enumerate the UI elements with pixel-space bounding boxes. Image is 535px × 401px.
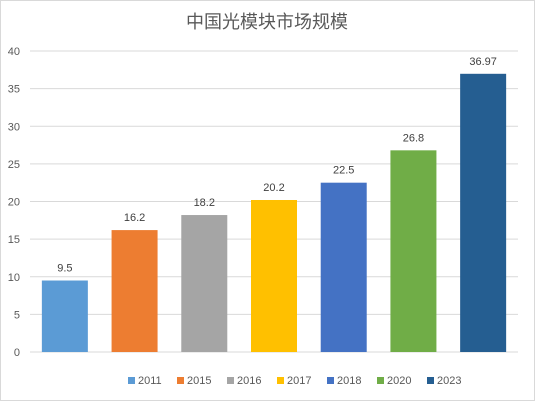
legend-item-2018: 2018 [327, 375, 361, 387]
legend-swatch [277, 377, 284, 384]
y-tick-label: 40 [8, 46, 20, 58]
legend-label: 2011 [138, 375, 162, 387]
y-tick-label: 30 [8, 121, 20, 133]
data-label: 9.5 [57, 263, 72, 275]
legend-item-2011: 2011 [128, 375, 162, 387]
y-axis: 0 5 10 15 20 25 30 35 40 [8, 46, 20, 359]
legend: 2011 2015 2016 2017 2018 2020 2023 [128, 375, 461, 387]
legend-label: 2017 [287, 375, 311, 387]
legend-item-2020: 2020 [377, 375, 411, 387]
data-label: 20.2 [263, 182, 284, 194]
gridlines [30, 50, 518, 353]
legend-swatch [327, 377, 334, 384]
legend-swatch [128, 377, 135, 384]
legend-item-2023: 2023 [427, 375, 461, 387]
legend-label: 2015 [187, 375, 211, 387]
legend-swatch [427, 377, 434, 384]
legend-item-2015: 2015 [177, 375, 211, 387]
data-label: 22.5 [333, 165, 354, 177]
data-label: 26.8 [403, 132, 424, 144]
legend-swatch [377, 377, 384, 384]
legend-swatch [227, 377, 234, 384]
y-tick-label: 15 [8, 234, 20, 246]
legend-label: 2018 [337, 375, 361, 387]
bar-2015 [111, 230, 158, 352]
y-tick-label: 10 [8, 272, 20, 284]
legend-label: 2016 [237, 375, 261, 387]
bar-2018 [320, 182, 367, 352]
legend-label: 2023 [437, 375, 461, 387]
y-tick-label: 0 [14, 347, 20, 359]
bar-2011 [41, 280, 88, 352]
y-tick-label: 25 [8, 159, 20, 171]
bar-2020 [390, 150, 437, 352]
legend-item-2016: 2016 [227, 375, 261, 387]
bar-2023 [460, 73, 507, 352]
legend-label: 2020 [387, 375, 411, 387]
data-label: 18.2 [194, 197, 215, 209]
legend-swatch [177, 377, 184, 384]
bars [41, 73, 507, 352]
bar-2017 [251, 199, 297, 352]
y-tick-label: 5 [14, 309, 20, 321]
data-labels: 9.5 16.2 18.2 20.2 22.5 26.8 36.97 [57, 56, 497, 275]
bar-2016 [181, 215, 228, 352]
legend-item-2017: 2017 [277, 375, 311, 387]
chart-title: 中国光模块市场规模 [186, 12, 348, 33]
y-tick-label: 20 [8, 197, 20, 209]
y-tick-label: 35 [8, 84, 20, 96]
data-label: 36.97 [469, 56, 497, 68]
data-label: 16.2 [124, 212, 145, 224]
